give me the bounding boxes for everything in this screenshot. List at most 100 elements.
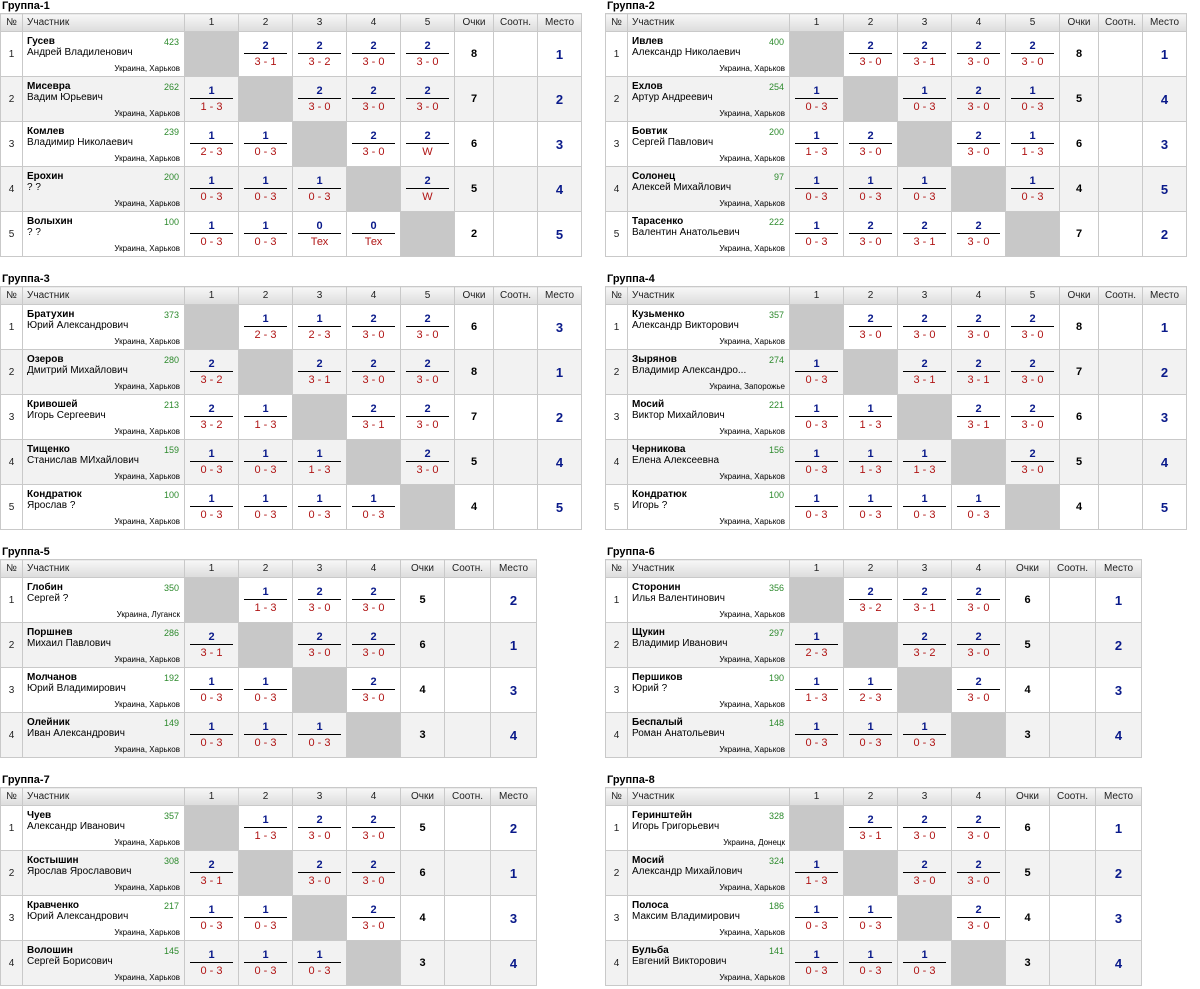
player-first-name: Станислав МИхайлович xyxy=(27,455,140,466)
header-place: Место xyxy=(1142,13,1187,32)
table-row: 3 Полоса 186 Максим Владимирович Украина, Ха… xyxy=(605,895,1142,941)
player-surname[interactable]: Комлев xyxy=(27,126,65,137)
player-surname[interactable]: Гусев xyxy=(27,36,55,47)
player-surname[interactable]: Волошин xyxy=(27,945,73,956)
player-rating: 356 xyxy=(768,583,784,593)
player-rating: 190 xyxy=(768,673,784,683)
player-surname[interactable]: Щукин xyxy=(632,627,665,638)
player-surname[interactable]: Першиков xyxy=(632,672,683,683)
row-number: 4 xyxy=(0,166,23,212)
player-surname[interactable]: Братухин xyxy=(27,309,75,320)
score-divider xyxy=(190,689,233,690)
match-result-cell: 2 3 - 0 xyxy=(843,121,898,167)
score-divider xyxy=(957,644,1000,645)
player-surname[interactable]: Черникова xyxy=(632,444,686,455)
player-first-name: Дмитрий Михайлович xyxy=(27,365,128,376)
player-surname[interactable]: Солонец xyxy=(632,171,676,182)
match-points: 1 xyxy=(262,904,269,916)
player-rating: 145 xyxy=(163,946,179,956)
player-surname[interactable]: Беспалый xyxy=(632,717,683,728)
match-score: 3 - 1 xyxy=(913,56,936,68)
match-result-cell: 2 3 - 0 xyxy=(400,439,455,485)
match-score: 3 - 0 xyxy=(362,920,385,932)
self-match-cell xyxy=(789,304,844,350)
match-points: 2 xyxy=(921,814,928,826)
match-result-cell: 2 3 - 0 xyxy=(951,577,1006,623)
player-location: Украина, Харьков xyxy=(114,517,180,526)
match-result-cell: 1 0 - 3 xyxy=(238,940,293,986)
match-score: 3 - 0 xyxy=(416,56,439,68)
match-score: 0 - 3 xyxy=(859,920,882,932)
match-result-cell: 2 3 - 0 xyxy=(951,211,1006,257)
player-surname[interactable]: Кравченко xyxy=(27,900,79,911)
ratio-cell xyxy=(444,895,491,941)
player-location: Украина, Харьков xyxy=(719,655,785,664)
total-points: 4 xyxy=(1005,895,1050,941)
player-first-name: Валентин Анатольевич xyxy=(632,227,740,238)
player-surname[interactable]: Кондратюк xyxy=(27,489,82,500)
player-surname[interactable]: Поршнев xyxy=(27,627,73,638)
player-first-name: Юрий Владимирович xyxy=(27,683,126,694)
match-points: 1 xyxy=(813,949,820,961)
player-surname[interactable]: Ивлев xyxy=(632,36,664,47)
score-divider xyxy=(244,188,287,189)
player-location: Украина, Харьков xyxy=(114,154,180,163)
score-divider xyxy=(352,371,395,372)
player-surname[interactable]: Геринштейн xyxy=(632,810,692,821)
match-points: 2 xyxy=(975,358,982,370)
row-number: 1 xyxy=(605,805,628,851)
player-surname[interactable]: Волыхин xyxy=(27,216,73,227)
total-points: 5 xyxy=(400,577,445,623)
score-divider xyxy=(957,233,1000,234)
player-surname[interactable]: Сторонин xyxy=(632,582,681,593)
group-title: Группа-4 xyxy=(607,273,655,285)
player-surname[interactable]: Озеров xyxy=(27,354,64,365)
header-opponent-1: 1 xyxy=(184,787,239,806)
score-divider xyxy=(244,143,287,144)
total-points: 7 xyxy=(454,76,494,122)
player-surname[interactable]: Тищенко xyxy=(27,444,70,455)
ratio-cell xyxy=(493,211,538,257)
player-location: Украина, Донецк xyxy=(723,838,785,847)
header-points: Очки xyxy=(454,286,494,305)
player-surname[interactable]: Тарасенко xyxy=(632,216,684,227)
player-surname[interactable]: Молчанов xyxy=(27,672,77,683)
match-result-cell: 1 0 - 3 xyxy=(1005,166,1060,212)
player-surname[interactable]: Мисевра xyxy=(27,81,71,92)
player-surname[interactable]: Чуев xyxy=(27,810,52,821)
player-first-name: Юрий Александрович xyxy=(27,320,129,331)
self-match-cell xyxy=(184,31,239,77)
match-score: 3 - 2 xyxy=(859,602,882,614)
total-points: 7 xyxy=(1059,211,1099,257)
player-surname[interactable]: Костышин xyxy=(27,855,79,866)
match-score: 3 - 1 xyxy=(200,875,223,887)
score-divider xyxy=(957,416,1000,417)
player-surname[interactable]: Глобин xyxy=(27,582,63,593)
self-match-cell xyxy=(292,121,347,167)
match-points: 1 xyxy=(262,130,269,142)
player-rating: 286 xyxy=(163,628,179,638)
player-surname[interactable]: Ехлов xyxy=(632,81,663,92)
player-surname[interactable]: Кривошей xyxy=(27,399,78,410)
header-ratio: Соотн. xyxy=(444,559,491,578)
table-row: 2 Озеров 280 Дмитрий Михайлович Украина, Хар… xyxy=(0,349,582,395)
match-score: 3 - 0 xyxy=(967,830,990,842)
player-surname[interactable]: Мосий xyxy=(632,855,665,866)
match-points: 1 xyxy=(262,493,269,505)
match-score: 3 - 1 xyxy=(967,419,990,431)
player-surname[interactable]: Олейник xyxy=(27,717,70,728)
player-surname[interactable]: Кузьменко xyxy=(632,309,685,320)
place-cell: 4 xyxy=(490,712,537,758)
group-panel: Группа-3 № Участник 1 2 3 4 5 Очки Соотн. Место 1 Бр… xyxy=(0,273,582,530)
player-surname[interactable]: Ерохин xyxy=(27,171,64,182)
player-surname[interactable]: Бульба xyxy=(632,945,669,956)
header-opponent-5: 5 xyxy=(1005,13,1060,32)
player-rating: 221 xyxy=(768,400,784,410)
player-surname[interactable]: Кондратюк xyxy=(632,489,687,500)
player-surname[interactable]: Зырянов xyxy=(632,354,677,365)
player-surname[interactable]: Полоса xyxy=(632,900,669,911)
match-points: 1 xyxy=(921,85,928,97)
match-score: 3 - 0 xyxy=(308,101,331,113)
player-surname[interactable]: Мосий xyxy=(632,399,665,410)
player-surname[interactable]: Бовтик xyxy=(632,126,668,137)
